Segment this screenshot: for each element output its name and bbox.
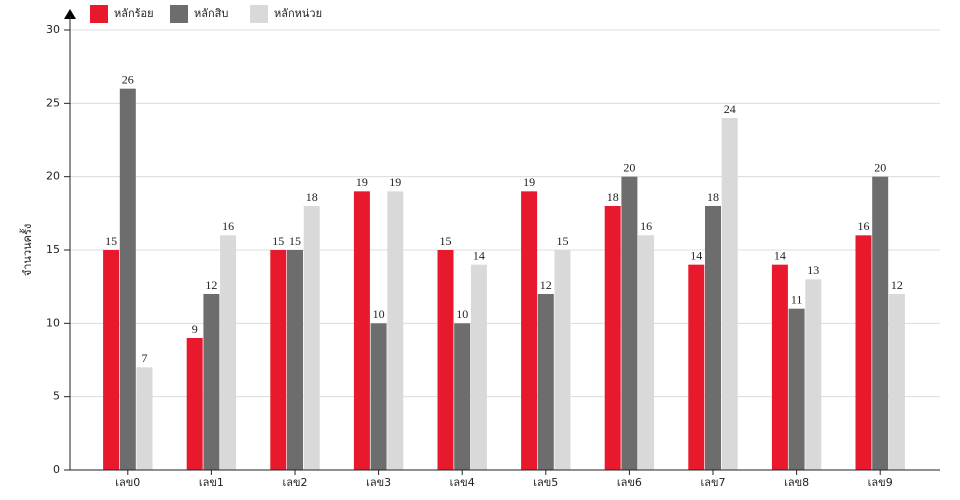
legend-label: หลักร้อย <box>114 7 154 20</box>
bar <box>454 323 471 470</box>
value-label: 16 <box>640 219 652 233</box>
value-label: 24 <box>724 102 736 116</box>
value-label: 12 <box>205 278 217 292</box>
x-tick-label: เลข0 <box>115 476 140 489</box>
bar <box>203 294 220 470</box>
y-tick-label: 20 <box>46 170 60 183</box>
bar <box>721 118 738 470</box>
value-label: 15 <box>272 234 284 248</box>
legend-swatch <box>250 5 268 23</box>
bar <box>303 206 320 470</box>
value-label: 15 <box>289 234 301 248</box>
bar <box>604 206 621 470</box>
value-label: 14 <box>774 248 786 262</box>
bar <box>888 294 905 470</box>
bar <box>186 338 203 470</box>
value-label: 12 <box>540 278 552 292</box>
value-label: 14 <box>473 248 485 262</box>
bar <box>136 367 153 470</box>
bar <box>537 294 554 470</box>
y-tick-label: 25 <box>46 96 60 109</box>
value-label: 15 <box>440 234 452 248</box>
bar <box>688 264 705 470</box>
y-tick-label: 15 <box>46 243 60 256</box>
bar <box>521 191 538 471</box>
value-label: 26 <box>122 72 134 86</box>
value-label: 14 <box>690 248 702 262</box>
bar <box>805 279 822 470</box>
x-tick-label: เลข4 <box>450 476 475 489</box>
legend-label: หลักหน่วย <box>274 7 322 20</box>
x-tick-label: เลข8 <box>784 476 809 489</box>
value-label: 10 <box>456 307 468 321</box>
x-tick-label: เลข3 <box>366 476 391 489</box>
value-label: 18 <box>707 190 719 204</box>
bar <box>387 191 404 471</box>
bar <box>119 88 136 471</box>
bar <box>705 206 721 470</box>
legend-swatch <box>90 5 108 23</box>
value-label: 16 <box>858 219 870 233</box>
value-label: 19 <box>523 175 535 189</box>
bar <box>370 323 387 470</box>
bar <box>287 250 303 470</box>
bar <box>437 250 454 470</box>
x-tick-label: เลข1 <box>199 476 224 489</box>
legend-label: หลักสิบ <box>194 7 228 20</box>
value-label: 16 <box>222 219 234 233</box>
y-axis-arrow <box>64 9 76 19</box>
x-tick-label: เลข7 <box>700 476 725 489</box>
value-label: 20 <box>623 160 635 174</box>
y-tick-label: 5 <box>53 390 60 403</box>
y-tick-label: 30 <box>46 23 60 36</box>
bar <box>270 250 287 470</box>
value-label: 13 <box>807 263 819 277</box>
value-label: 10 <box>373 307 385 321</box>
x-tick-label: เลข6 <box>617 476 642 489</box>
bar <box>638 235 655 470</box>
value-label: 9 <box>192 322 198 336</box>
bar <box>872 176 889 470</box>
legend-swatch <box>170 5 188 23</box>
bar <box>855 235 872 470</box>
value-label: 12 <box>891 278 903 292</box>
y-tick-label: 0 <box>53 463 60 476</box>
bar <box>353 191 370 471</box>
y-axis-label: จำนวนครั้ง <box>19 224 34 276</box>
value-label: 11 <box>791 292 803 306</box>
value-label: 7 <box>142 351 148 365</box>
bar <box>470 264 487 470</box>
x-tick-label: เลข9 <box>868 476 893 489</box>
value-label: 19 <box>356 175 368 189</box>
value-label: 19 <box>389 175 401 189</box>
x-tick-label: เลข2 <box>282 476 307 489</box>
bar <box>554 250 571 470</box>
bar <box>788 308 805 470</box>
value-label: 20 <box>874 160 886 174</box>
value-label: 15 <box>105 234 117 248</box>
bar <box>621 176 638 470</box>
y-tick-label: 10 <box>46 316 60 329</box>
x-tick-label: เลข5 <box>533 476 558 489</box>
value-label: 18 <box>607 190 619 204</box>
bar <box>220 235 237 470</box>
value-label: 15 <box>557 234 569 248</box>
bar <box>771 264 788 470</box>
value-label: 18 <box>306 190 318 204</box>
bar <box>103 250 120 470</box>
